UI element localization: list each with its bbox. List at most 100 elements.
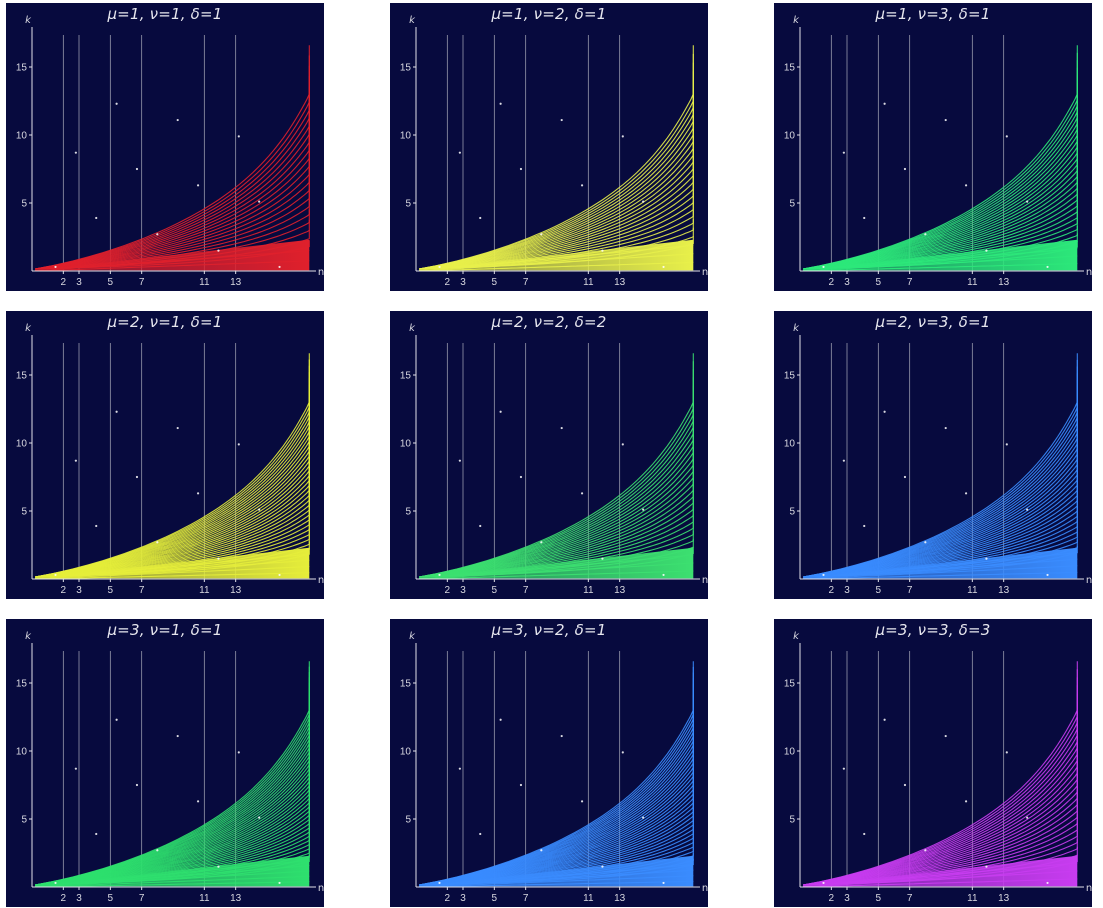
data-point xyxy=(499,102,502,105)
x-tick-label: 5 xyxy=(876,585,882,596)
series-curve xyxy=(803,82,1078,270)
data-point xyxy=(662,265,665,269)
chart-panel: k n 2 3 5 7 11 13 5 10 15 μ=2, ν=3, δ=1 xyxy=(774,311,1092,599)
series-curve xyxy=(803,359,1078,578)
data-point xyxy=(115,410,118,413)
y-tick-label: 10 xyxy=(16,439,28,450)
series-curve xyxy=(419,62,694,270)
x-tick-label: 11 xyxy=(583,277,594,288)
series-curve xyxy=(803,353,1078,578)
data-point xyxy=(842,767,845,770)
data-point xyxy=(540,849,543,852)
data-point xyxy=(74,767,77,770)
data-point xyxy=(95,524,98,528)
data-point xyxy=(479,216,482,220)
series-curve xyxy=(35,137,310,270)
x-tick-label: 13 xyxy=(230,277,242,288)
x-tick-label: 13 xyxy=(998,893,1010,904)
series-curve xyxy=(35,106,310,270)
data-point xyxy=(458,151,461,154)
data-point xyxy=(580,184,584,187)
chart-panel: k n 2 3 5 7 11 13 5 10 15 μ=2, ν=1, δ=1 xyxy=(6,311,324,599)
chart-panel: k n 2 3 5 7 11 13 5 10 15 μ=1, ν=3, δ=1 xyxy=(774,3,1092,291)
x-axis-label: n xyxy=(318,883,324,894)
series-curve xyxy=(803,97,1078,270)
data-point xyxy=(54,573,57,577)
x-tick-label: 5 xyxy=(108,893,114,904)
y-axis-label: k xyxy=(793,15,800,26)
y-tick-label: 15 xyxy=(400,371,412,382)
x-tick-label: 7 xyxy=(139,585,145,596)
x-tick-label: 3 xyxy=(844,585,850,596)
x-tick-label: 13 xyxy=(998,585,1010,596)
data-point xyxy=(1046,265,1049,269)
series-curve xyxy=(803,113,1078,270)
x-axis-label: n xyxy=(702,883,708,894)
x-tick-label: 11 xyxy=(583,893,594,904)
chart-panel: k n 2 3 5 7 11 13 5 10 15 μ=3, ν=3, δ=3 xyxy=(774,619,1092,907)
data-point xyxy=(278,881,281,885)
series-curve xyxy=(419,466,694,578)
series-curve xyxy=(35,127,310,270)
x-tick-label: 2 xyxy=(61,277,67,288)
series-curve xyxy=(803,725,1078,886)
data-point xyxy=(196,800,200,803)
dense-region xyxy=(419,547,694,579)
data-point xyxy=(237,443,240,446)
series-curve xyxy=(803,486,1078,578)
data-point xyxy=(621,135,624,138)
chart-title: μ=1, ν=2, δ=1 xyxy=(491,5,607,23)
series-curve xyxy=(803,45,1078,270)
data-point xyxy=(944,734,947,738)
data-point xyxy=(196,184,200,187)
x-tick-label: 3 xyxy=(844,277,850,288)
series-curve xyxy=(419,474,694,578)
series-curve xyxy=(35,55,310,270)
data-point xyxy=(458,459,461,462)
data-point xyxy=(135,783,139,787)
data-point xyxy=(499,718,502,721)
x-tick-label: 2 xyxy=(445,277,451,288)
data-point xyxy=(54,881,57,885)
x-tick-label: 2 xyxy=(445,585,451,596)
data-point xyxy=(519,783,523,787)
data-point xyxy=(924,233,927,236)
chart-title: μ=2, ν=3, δ=1 xyxy=(875,313,991,331)
data-point xyxy=(964,800,968,803)
series-curve xyxy=(419,53,694,270)
x-tick-label: 11 xyxy=(199,585,210,596)
series-curve xyxy=(803,693,1078,886)
data-point xyxy=(883,410,886,413)
y-tick-label: 5 xyxy=(21,199,27,210)
data-point xyxy=(601,557,604,560)
series-curve xyxy=(803,774,1078,886)
series-curve xyxy=(803,685,1078,886)
x-tick-label: 11 xyxy=(199,277,210,288)
x-axis-label: n xyxy=(318,575,324,586)
y-tick-label: 15 xyxy=(400,63,412,74)
series-curve xyxy=(419,80,694,270)
data-point xyxy=(560,734,563,738)
data-point xyxy=(863,524,866,528)
series-curve xyxy=(803,373,1078,578)
series-curve xyxy=(803,75,1078,270)
y-tick-label: 5 xyxy=(789,815,795,826)
data-point xyxy=(135,475,139,479)
data-point xyxy=(883,718,886,721)
x-tick-label: 2 xyxy=(445,893,451,904)
series-curve xyxy=(419,149,694,270)
x-tick-label: 13 xyxy=(230,585,242,596)
data-point xyxy=(217,865,220,868)
x-tick-label: 5 xyxy=(492,277,498,288)
series-curve xyxy=(803,379,1078,578)
data-point xyxy=(1005,443,1008,446)
data-point xyxy=(863,832,866,836)
dense-region xyxy=(35,855,310,887)
series-curve xyxy=(803,439,1078,578)
data-point xyxy=(519,475,523,479)
chart-svg: k n 2 3 5 7 11 13 5 10 15 xyxy=(400,631,708,904)
data-point xyxy=(863,216,866,220)
series-curve xyxy=(803,741,1078,886)
series-curve xyxy=(803,758,1078,886)
